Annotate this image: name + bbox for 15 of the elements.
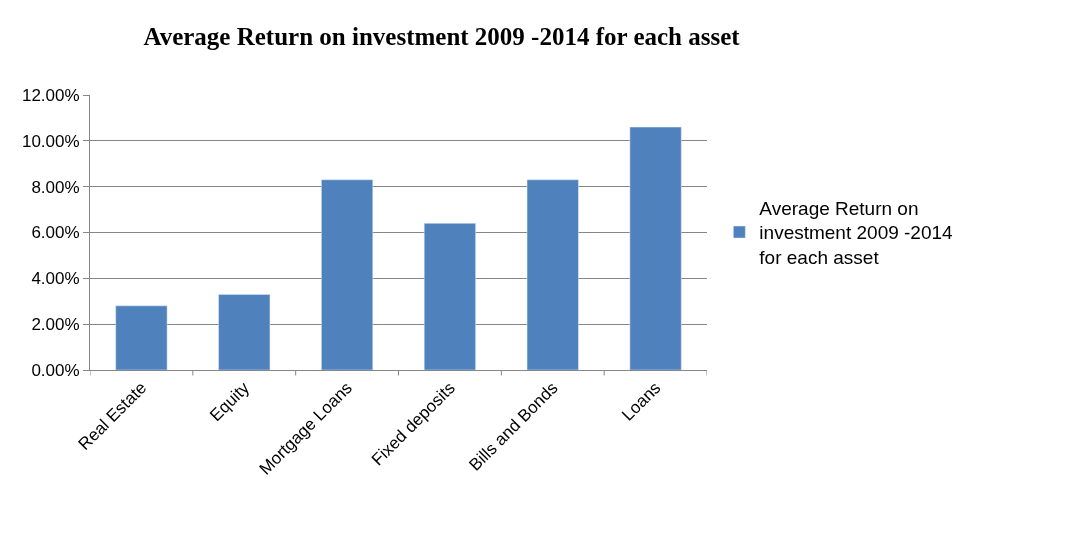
bar bbox=[629, 126, 682, 370]
y-tick-label: 12.00% bbox=[21, 85, 80, 105]
y-tick-label: 6.00% bbox=[31, 223, 80, 243]
y-tick-label: 2.00% bbox=[31, 315, 80, 335]
y-tick-label: 8.00% bbox=[31, 177, 80, 197]
bar bbox=[115, 305, 168, 370]
y-tick-label: 0.00% bbox=[31, 360, 80, 380]
legend-label: Average Return on investment 2009 -2014 for each asset bbox=[759, 197, 954, 269]
chart-title: Average Return on investment 2009 -2014 for each asset bbox=[143, 22, 741, 50]
y-tick-label: 10.00% bbox=[21, 131, 80, 151]
y-tick-label: 4.00% bbox=[31, 269, 80, 289]
bar bbox=[423, 223, 476, 370]
bar bbox=[526, 179, 579, 370]
bar bbox=[321, 179, 374, 370]
bar bbox=[218, 294, 271, 370]
